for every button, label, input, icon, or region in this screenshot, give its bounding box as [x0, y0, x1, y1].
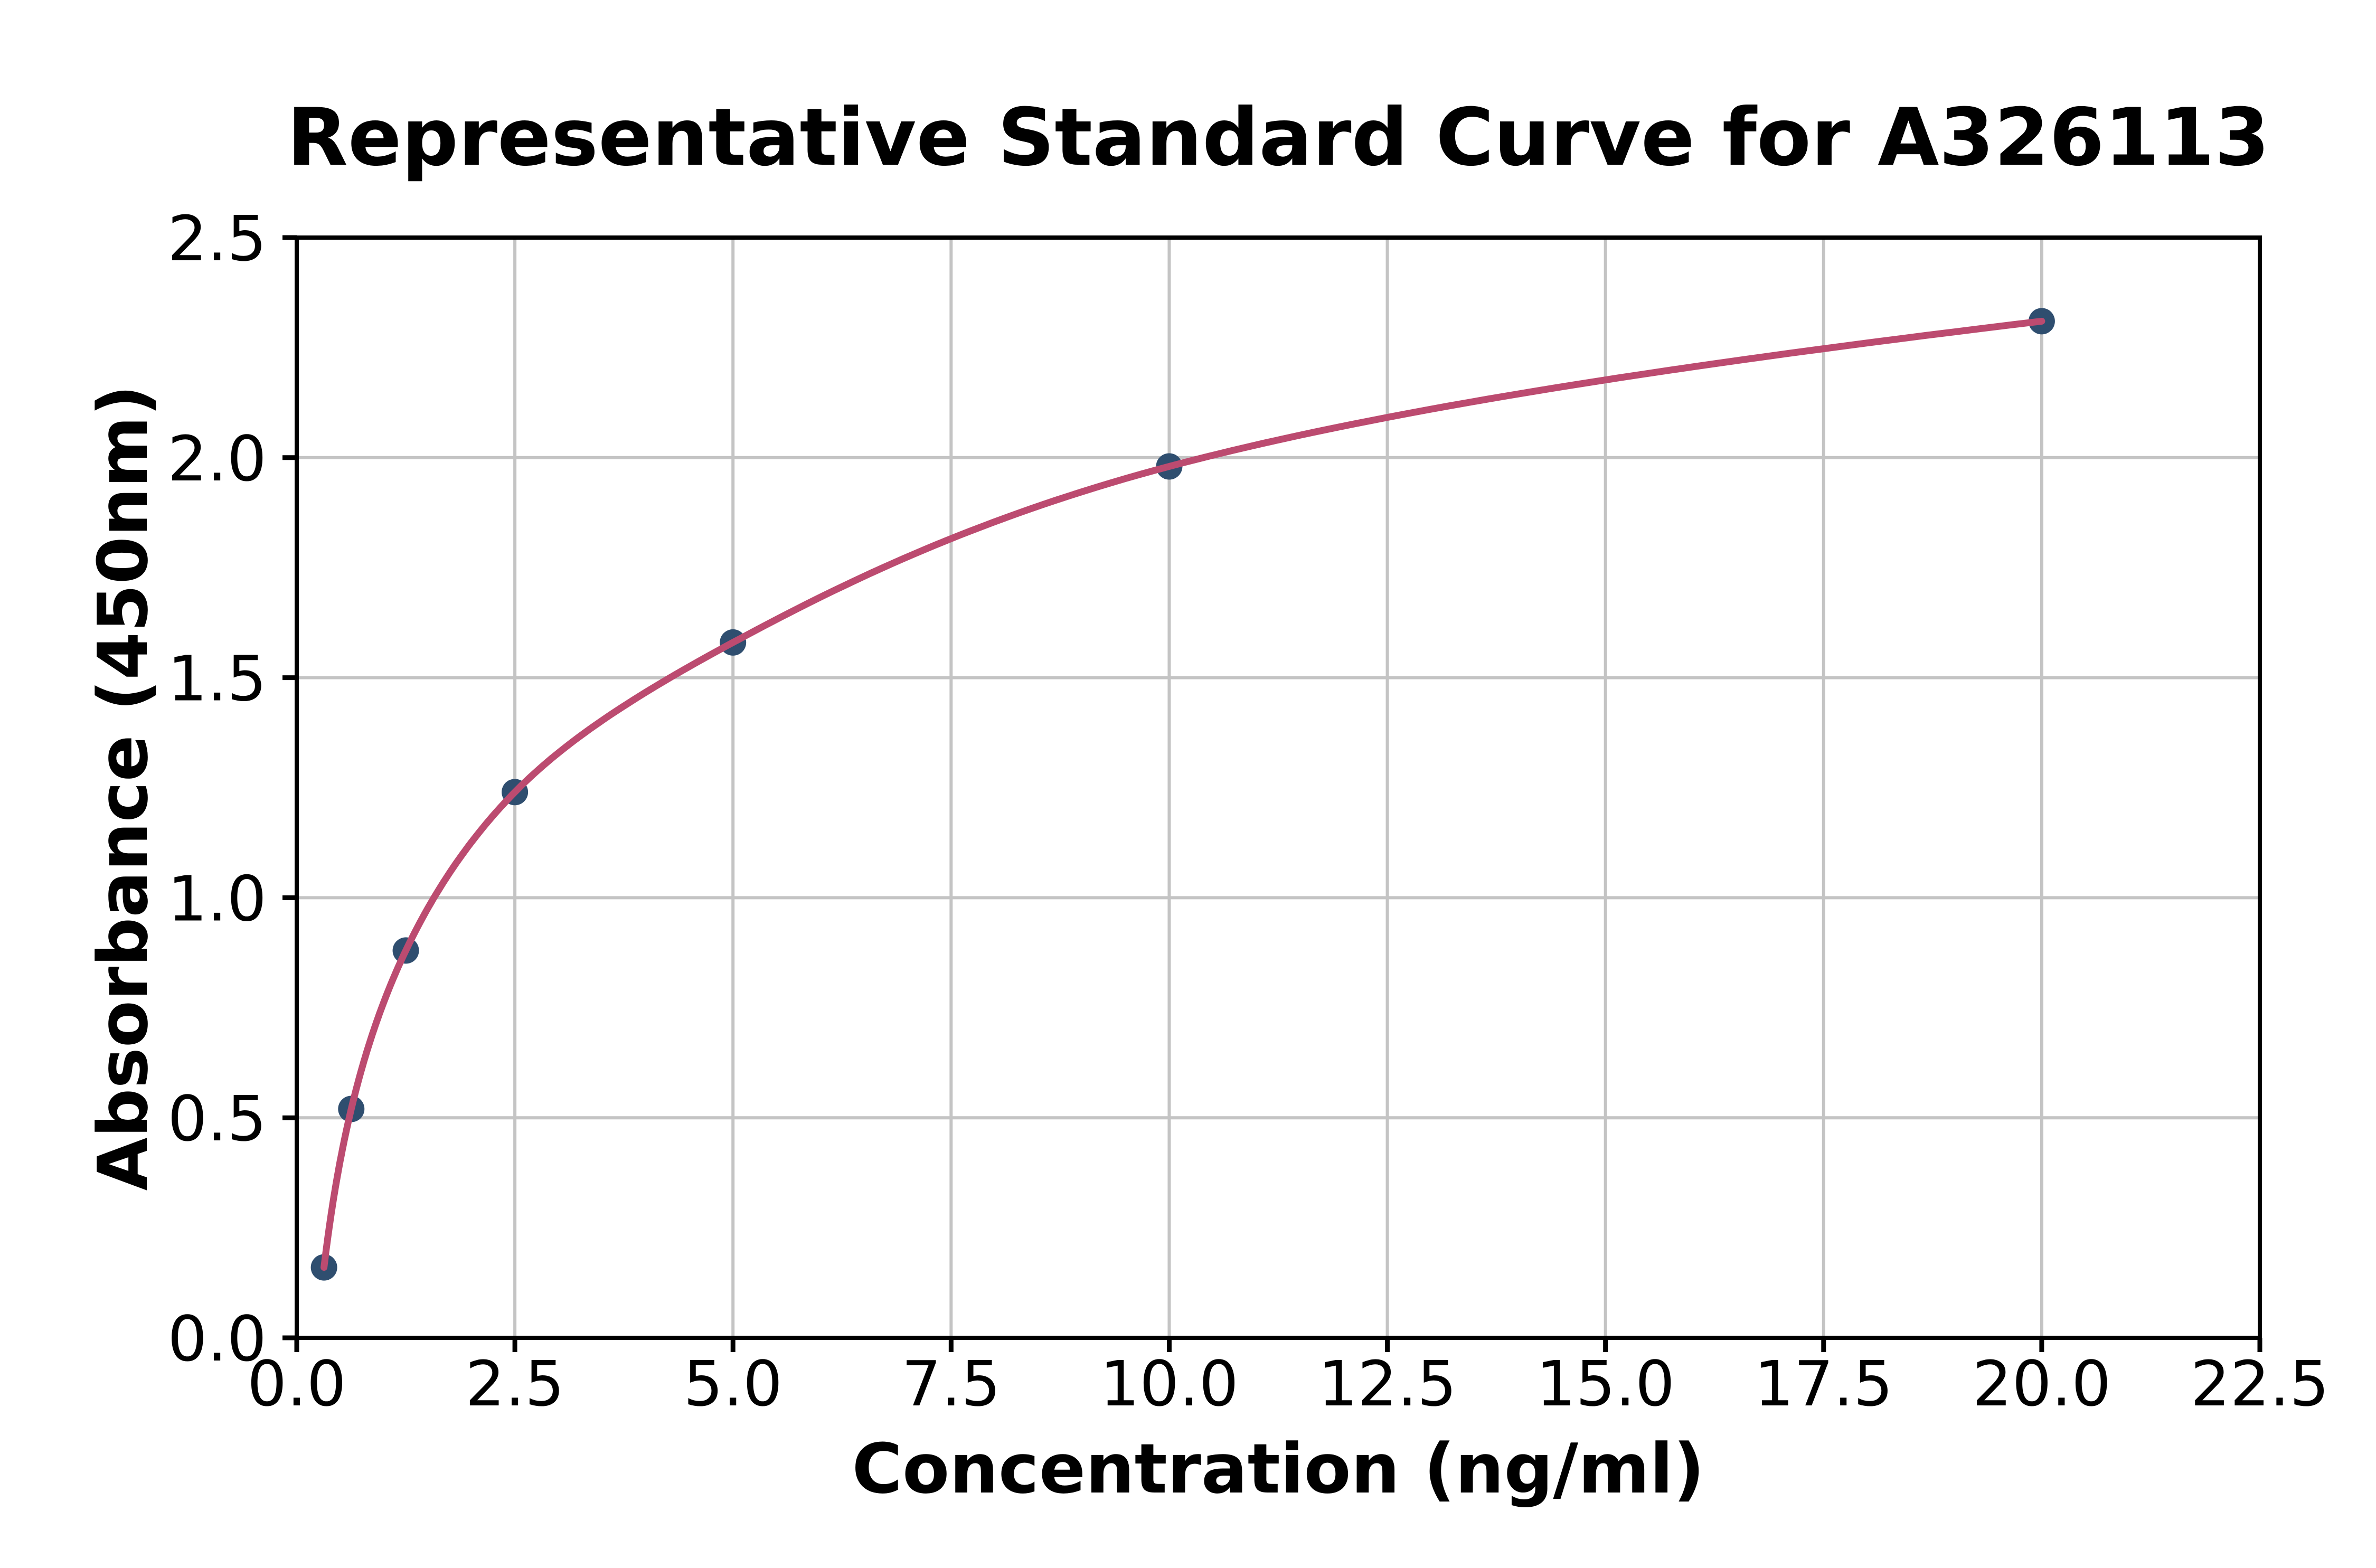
chart-title: Representative Standard Curve for A32611… — [287, 92, 2269, 184]
y-axis-ticks: 0.0 0.5 1.0 1.5 2.0 2.5 — [167, 202, 297, 1375]
x-axis-label: Concentration (ng/ml) — [852, 1429, 1705, 1509]
x-tick-label: 15.0 — [1536, 1347, 1675, 1420]
y-tick-label: 2.5 — [167, 202, 267, 275]
x-tick-label: 5.0 — [683, 1347, 782, 1420]
y-tick-label: 2.0 — [167, 422, 267, 495]
x-axis-ticks: 0.0 2.5 5.0 7.5 10.0 12.5 15.0 17.5 20.0 22.5 — [247, 1338, 2329, 1420]
x-gridlines — [513, 238, 2043, 1338]
x-tick-label: 22.5 — [2191, 1347, 2330, 1420]
standard-curve-line — [320, 317, 2045, 1271]
y-tick-label: 0.0 — [167, 1302, 267, 1375]
x-tick-label: 17.5 — [1754, 1347, 1893, 1420]
y-axis-label: Absorbance (450nm) — [83, 385, 163, 1191]
plot-border — [295, 235, 2262, 1340]
x-tick-label: 2.5 — [465, 1347, 564, 1420]
y-tick-label: 1.0 — [167, 862, 267, 935]
x-tick-label: 7.5 — [901, 1347, 1001, 1420]
x-tick-label: 20.0 — [1973, 1347, 2111, 1420]
y-gridlines — [297, 456, 2260, 1120]
x-tick-label: 10.0 — [1100, 1347, 1239, 1420]
x-tick-label: 12.5 — [1318, 1347, 1457, 1420]
y-tick-label: 0.5 — [167, 1082, 267, 1155]
y-tick-label: 1.5 — [167, 643, 267, 715]
x-tick-label: 0.0 — [247, 1347, 346, 1420]
